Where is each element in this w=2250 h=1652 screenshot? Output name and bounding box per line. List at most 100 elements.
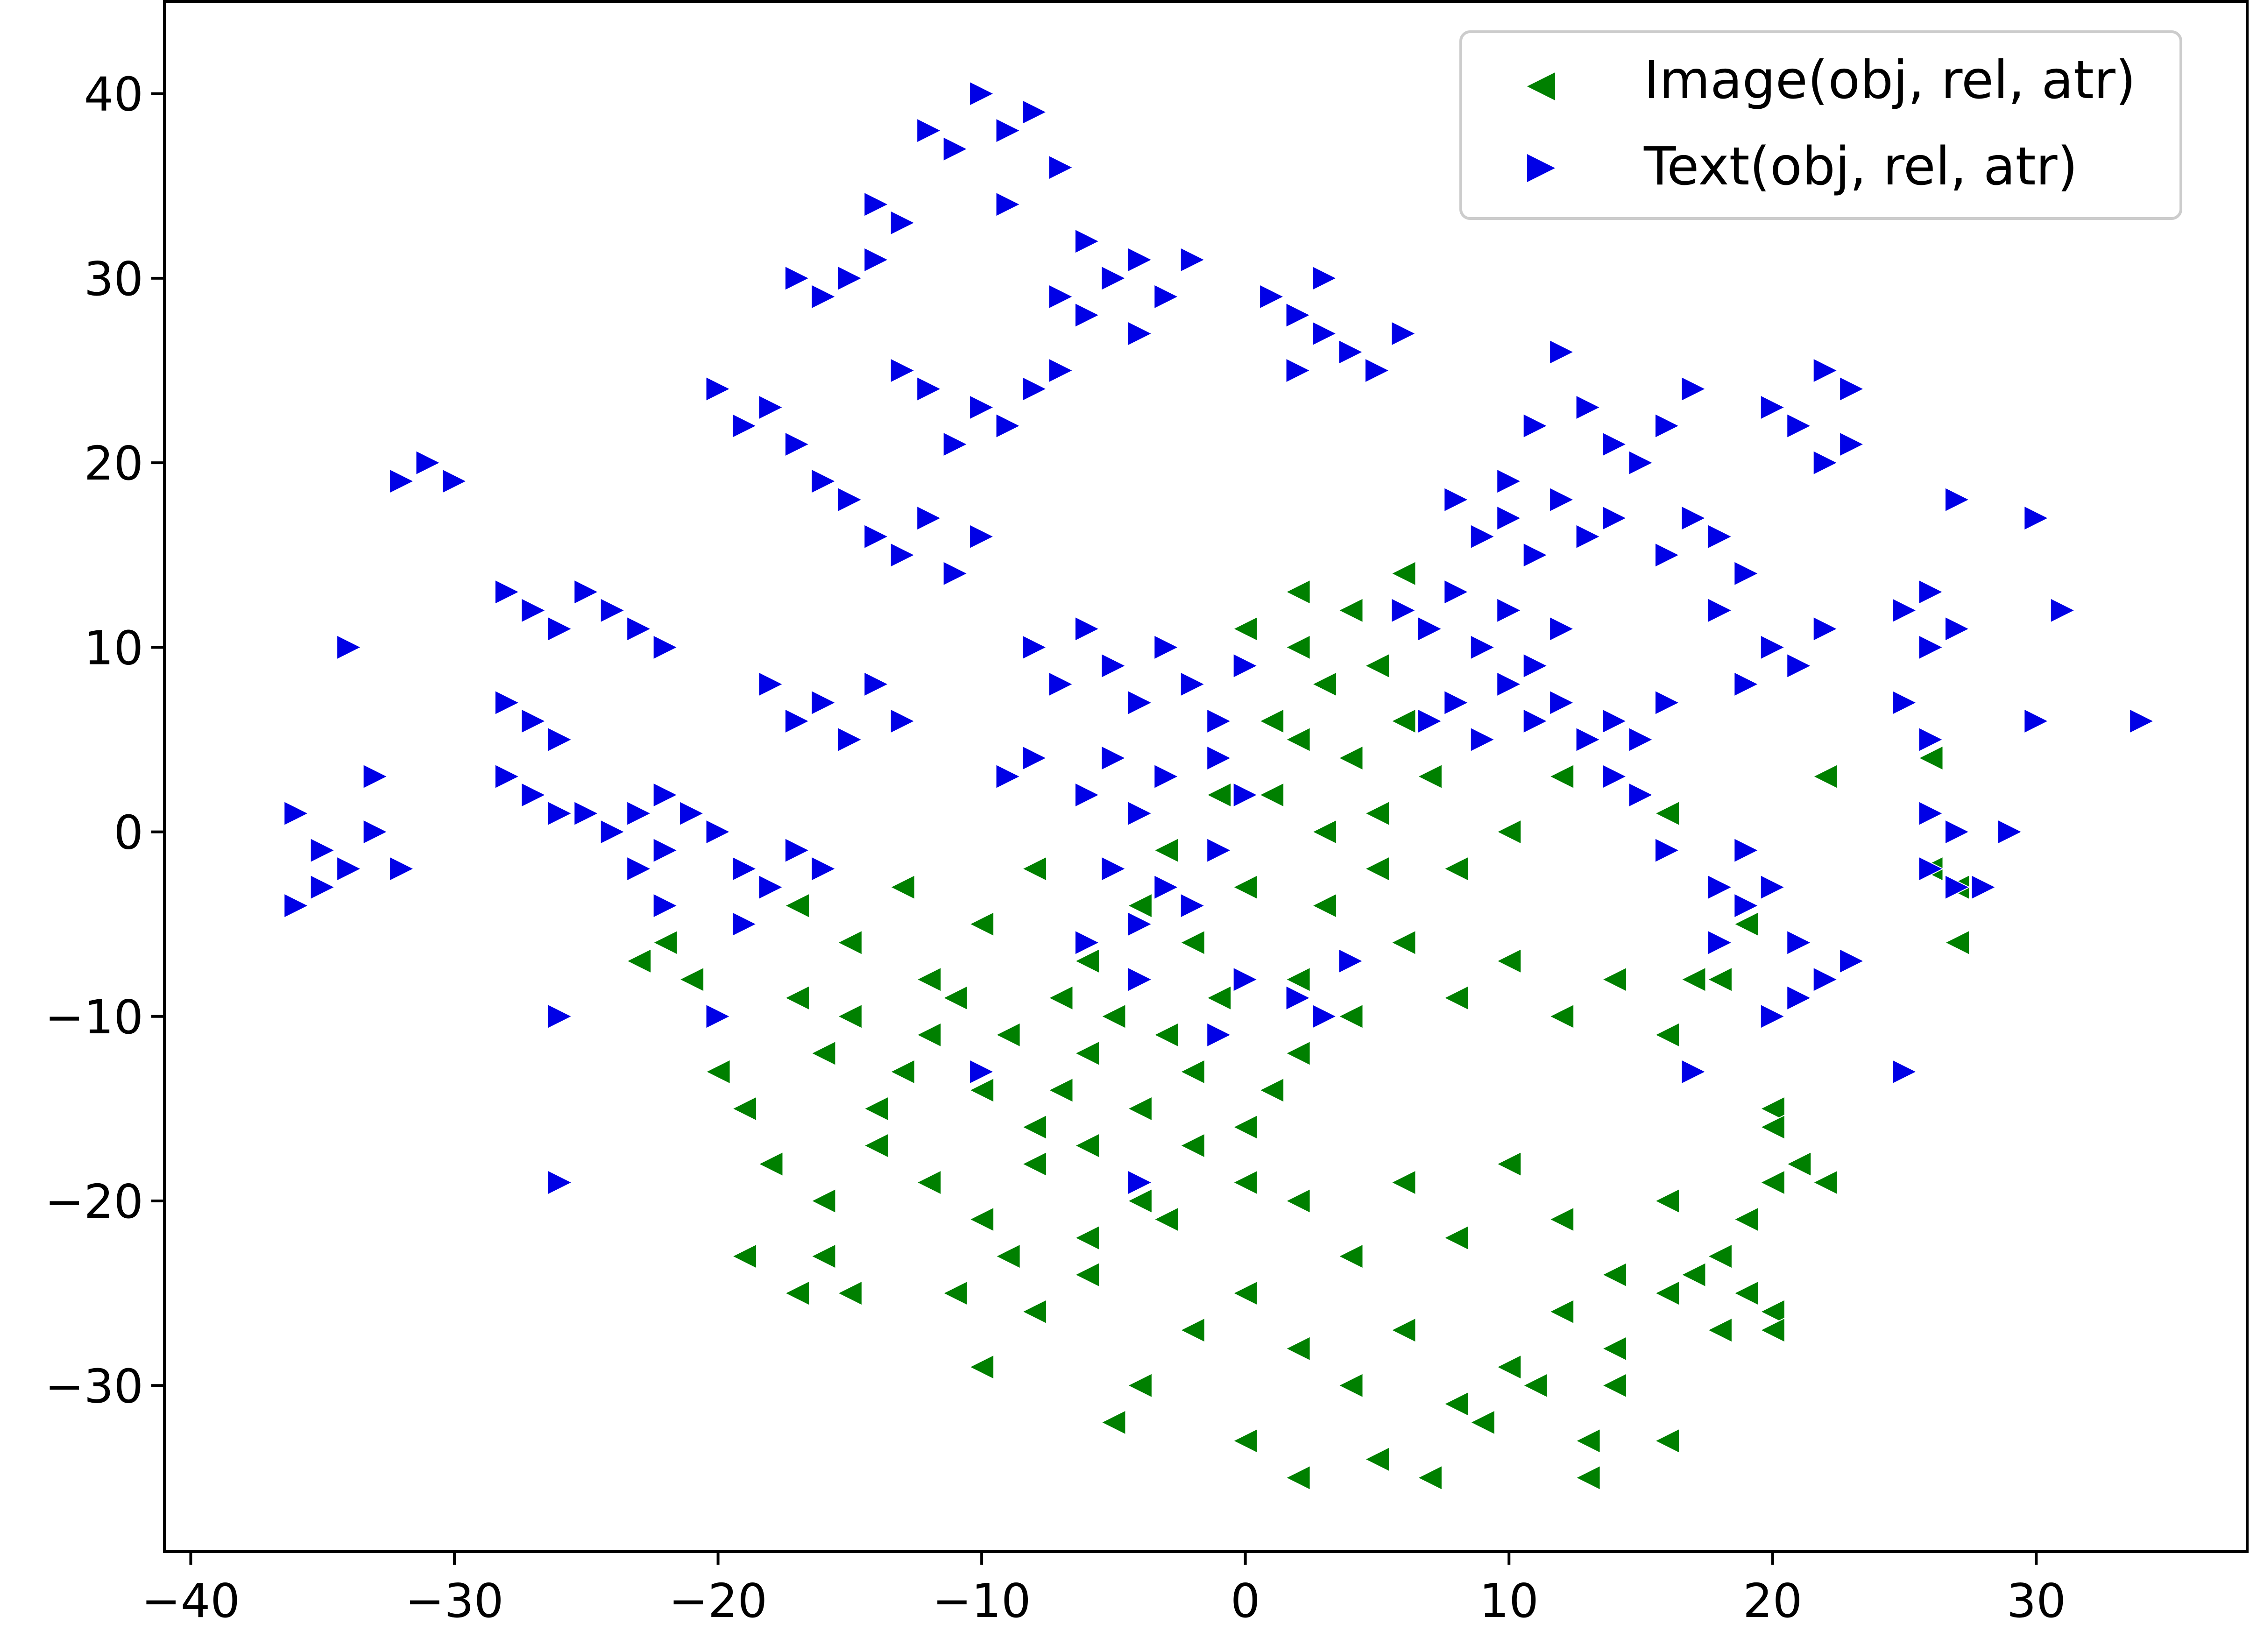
text-point xyxy=(1760,394,1786,421)
text-point xyxy=(1812,967,1839,993)
y-tick-label: −30 xyxy=(45,1359,143,1413)
image-point xyxy=(1126,893,1153,919)
text-point xyxy=(1812,357,1839,384)
text-point xyxy=(1681,1059,1707,1085)
text-point xyxy=(1602,708,1628,734)
text-point xyxy=(1074,228,1101,254)
text-point xyxy=(1760,1003,1786,1030)
text-point xyxy=(494,690,521,716)
image-point xyxy=(968,911,995,937)
image-point xyxy=(1733,911,1759,937)
text-point xyxy=(310,874,336,900)
text-point xyxy=(547,1003,573,1030)
image-point xyxy=(1759,1114,1785,1140)
image-point xyxy=(1153,1022,1179,1048)
text-point xyxy=(784,837,811,863)
text-point xyxy=(1206,837,1232,863)
text-point xyxy=(652,893,679,919)
text-point xyxy=(1707,523,1733,550)
image-point xyxy=(1496,948,1522,974)
legend-marker-text xyxy=(1527,154,1555,182)
image-point xyxy=(1601,1335,1627,1362)
image-point xyxy=(1654,800,1680,826)
image-point xyxy=(1812,763,1838,790)
text-point xyxy=(705,819,731,845)
y-tick-label: −20 xyxy=(45,1174,143,1229)
image-point xyxy=(1153,1206,1179,1233)
data-points xyxy=(283,81,2155,1491)
text-point xyxy=(969,394,995,421)
image-point xyxy=(942,985,968,1011)
text-point xyxy=(600,819,626,845)
series-text xyxy=(283,81,2155,1196)
image-point xyxy=(1311,893,1337,919)
y-tick-label: 40 xyxy=(84,67,143,122)
text-point xyxy=(1522,708,1549,734)
image-point xyxy=(1496,819,1522,845)
image-point xyxy=(1232,1169,1258,1196)
legend-label-text: Text(obj, rel, atr) xyxy=(1643,136,2078,197)
image-point xyxy=(1654,1022,1680,1048)
text-point xyxy=(1918,579,1944,605)
image-point xyxy=(1812,1169,1838,1196)
x-axis: −40 −30 −20 −10 0 10 20 30 xyxy=(142,1552,2066,1628)
text-point xyxy=(1707,930,1733,956)
text-point xyxy=(1839,376,1865,402)
image-point xyxy=(1258,1077,1285,1103)
text-point xyxy=(600,597,626,623)
text-point xyxy=(1101,653,1127,679)
text-point xyxy=(1285,985,1311,1011)
y-tick-label: 0 xyxy=(113,805,143,860)
image-point xyxy=(1074,948,1100,974)
text-point xyxy=(1944,874,1971,900)
image-point xyxy=(810,1243,836,1270)
text-point xyxy=(362,819,389,845)
image-point xyxy=(968,1077,995,1103)
text-point xyxy=(1338,948,1364,974)
text-point xyxy=(1180,893,1206,919)
image-point xyxy=(1390,560,1416,586)
image-point xyxy=(1917,745,1944,771)
text-point xyxy=(547,727,573,753)
image-point xyxy=(1680,967,1706,993)
text-point xyxy=(283,800,310,826)
text-point xyxy=(652,837,679,863)
text-point xyxy=(1127,1169,1153,1196)
text-point xyxy=(1417,616,1443,642)
x-tick-label: 30 xyxy=(2007,1574,2066,1628)
text-point xyxy=(1101,745,1127,771)
text-point xyxy=(1496,468,1522,494)
image-point xyxy=(1759,1299,1785,1325)
image-point xyxy=(1337,745,1364,771)
text-point xyxy=(1048,155,1074,181)
image-point xyxy=(757,1151,784,1177)
text-point xyxy=(1285,302,1311,328)
image-point xyxy=(863,1132,889,1159)
series-image xyxy=(625,560,1970,1491)
image-point xyxy=(915,1169,942,1196)
text-point xyxy=(1206,745,1232,771)
text-point xyxy=(494,763,521,790)
image-point xyxy=(705,1059,731,1085)
text-point xyxy=(784,431,811,458)
image-point xyxy=(1126,1188,1153,1214)
image-point xyxy=(1469,1409,1495,1435)
text-point xyxy=(573,800,600,826)
text-point xyxy=(811,468,837,494)
text-point xyxy=(863,191,890,218)
text-point xyxy=(890,542,916,568)
text-point xyxy=(1074,930,1101,956)
image-point xyxy=(1074,1040,1100,1066)
image-point xyxy=(836,1280,863,1306)
image-point xyxy=(784,893,810,919)
text-point xyxy=(1733,560,1760,586)
text-point xyxy=(1786,930,1812,956)
text-point xyxy=(1760,634,1786,660)
text-point xyxy=(1575,394,1601,421)
text-point xyxy=(863,671,890,697)
image-point xyxy=(1601,1262,1627,1288)
text-point xyxy=(626,800,652,826)
legend-label-image: Image(obj, rel, atr) xyxy=(1644,50,2136,111)
x-tick-label: 0 xyxy=(1231,1574,1260,1628)
